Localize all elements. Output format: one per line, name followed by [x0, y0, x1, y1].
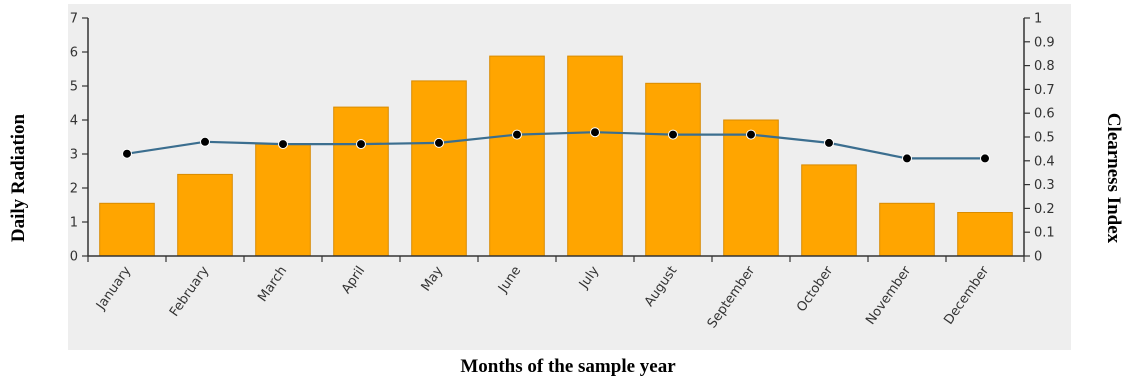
clearness-point-june: [512, 129, 522, 140]
x-axis-title: Months of the sample year: [460, 356, 676, 377]
y2-tick-label: 0.1: [1034, 226, 1055, 241]
bar-december: [957, 212, 1013, 257]
bar-series: [99, 55, 1013, 257]
clearness-point-november: [902, 153, 912, 164]
bar-may: [411, 80, 467, 257]
y2-tick-label: 0: [1034, 250, 1042, 265]
y2-tick-label: 0.3: [1034, 178, 1055, 193]
y-axis-title: Daily Radiation: [8, 113, 29, 242]
clearness-point-december: [980, 153, 990, 164]
clearness-point-february: [200, 136, 210, 147]
clearness-index-line: [126, 131, 985, 160]
y2-tick-label: 0.5: [1034, 131, 1055, 146]
clearness-point-july: [590, 127, 600, 138]
y2-tick-label: 0.2: [1034, 202, 1055, 217]
clearness-point-may: [434, 137, 444, 148]
clearness-point-october: [824, 137, 834, 148]
y-tick-label: 2: [70, 182, 78, 197]
y-tick-label: 1: [70, 216, 78, 231]
bar-april: [333, 106, 389, 257]
y2-tick-label: 1: [1034, 12, 1042, 27]
clearness-point-march: [278, 139, 288, 150]
bar-march: [255, 143, 311, 257]
y-tick-label: 7: [70, 12, 78, 27]
y-tick-label: 0: [70, 250, 78, 265]
clearness-point-april: [356, 139, 366, 150]
y2-tick-label: 0.8: [1034, 59, 1055, 74]
y2-tick-label: 0.4: [1034, 154, 1055, 169]
clearness-point-january: [122, 148, 132, 159]
axes: [82, 17, 1030, 262]
bar-february: [177, 173, 233, 257]
y-tick-label: 3: [70, 148, 78, 163]
y2-axis-title: Clearness Index: [1103, 113, 1124, 244]
y2-tick-label: 0.7: [1034, 83, 1055, 98]
clearness-point-september: [746, 129, 756, 140]
clearness-index-series: [122, 127, 990, 164]
bar-january: [99, 202, 155, 257]
y-tick-label: 4: [70, 114, 78, 129]
clearness-point-august: [668, 129, 678, 140]
bar-october: [801, 164, 857, 257]
bar-september: [723, 119, 779, 257]
y2-tick-label: 0.9: [1034, 35, 1055, 50]
y-tick-label: 6: [70, 46, 78, 61]
y-tick-label: 5: [70, 80, 78, 95]
bar-july: [567, 55, 623, 257]
bar-june: [489, 55, 545, 257]
bar-august: [645, 82, 701, 257]
y2-tick-label: 0.6: [1034, 107, 1055, 122]
bar-november: [879, 202, 935, 257]
